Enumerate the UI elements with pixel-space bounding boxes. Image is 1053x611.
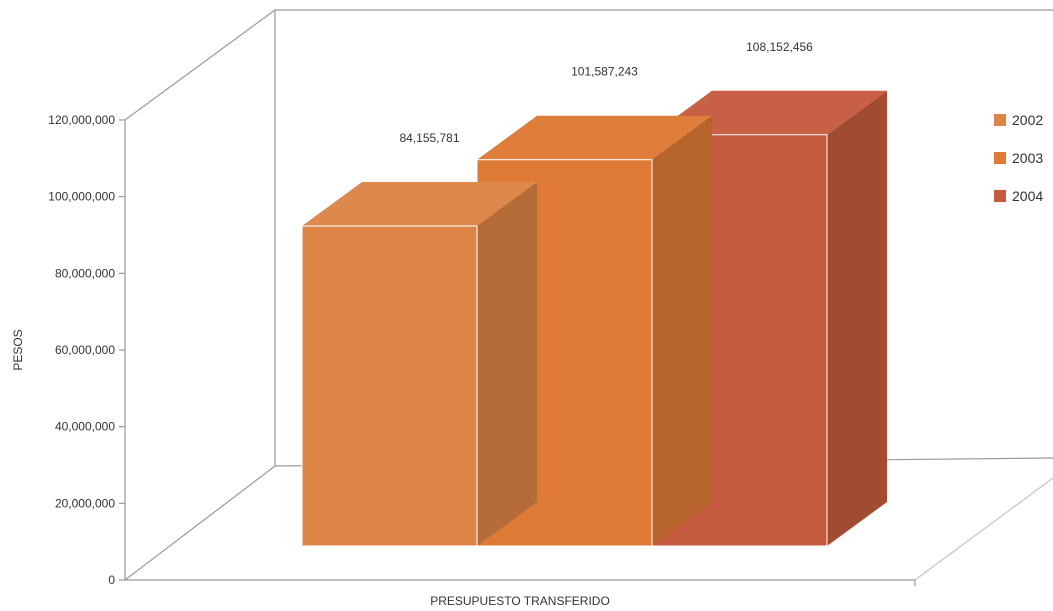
legend-swatch-2004: [994, 190, 1006, 202]
y-tick-label: 120,000,000: [48, 113, 115, 127]
bar-side-2002: [477, 182, 537, 546]
side-wall-top-edge: [124, 9, 276, 121]
bar-side-2003: [652, 115, 712, 547]
y-axis-title: PESOS: [11, 329, 25, 370]
y-tick-label: 20,000,000: [55, 496, 115, 510]
y-tick-label: 80,000,000: [55, 266, 115, 280]
legend-label-2003: 2003: [1012, 150, 1043, 166]
y-axis-ticks: 0 20,000,000 40,000,000 60,000,000 80,000,00…: [48, 113, 125, 587]
x-axis-title: PRESUPUESTO TRANSFERIDO: [430, 594, 610, 608]
legend-swatch-2003: [994, 152, 1006, 164]
data-labels: 84,155,781 101,587,243 108,152,456: [399, 40, 813, 145]
floor-right-edge: [914, 477, 1053, 581]
y-tick-label: 40,000,000: [55, 420, 115, 434]
legend: 2002 2003 2004: [994, 112, 1043, 204]
y-tick-label: 100,000,000: [48, 190, 115, 204]
y-tick-label: 60,000,000: [55, 343, 115, 357]
data-label-2004: 108,152,456: [746, 40, 813, 54]
bar-top-2002: [302, 182, 537, 226]
data-label-2003: 101,587,243: [571, 65, 638, 79]
legend-label-2004: 2004: [1012, 188, 1043, 204]
bars: [301, 90, 887, 547]
legend-label-2002: 2002: [1012, 112, 1043, 128]
bar-top-2003: [477, 115, 712, 160]
bar-2002: [301, 225, 478, 547]
floor-left-edge: [124, 465, 276, 581]
legend-swatch-2002: [994, 114, 1006, 126]
bar-side-2004: [827, 90, 887, 546]
data-label-2002: 84,155,781: [399, 131, 459, 145]
y-tick-label: 0: [108, 573, 115, 587]
